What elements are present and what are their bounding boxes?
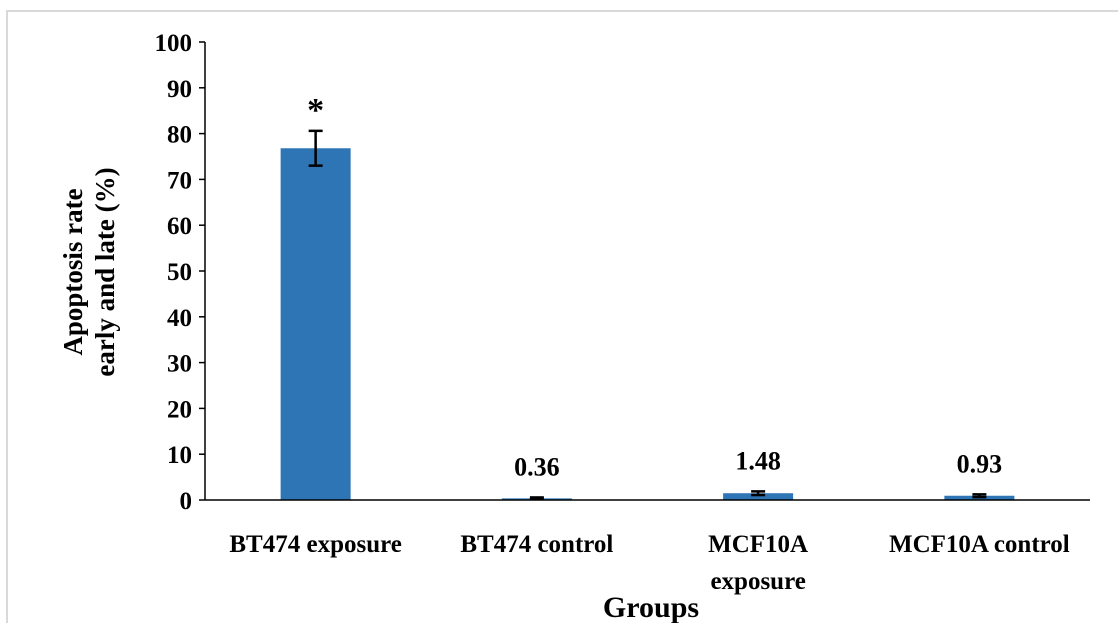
y-tick-label: 20: [167, 396, 192, 423]
y-tick-label: 50: [167, 259, 192, 286]
chart-frame: [6, 10, 1118, 623]
x-axis-categories: BT474 exposure BT474 control MCF10A exposur…: [229, 531, 1069, 595]
x-category-label: MCF10A control: [889, 531, 1070, 558]
y-tick-label: 40: [167, 305, 192, 332]
bars: * 0.36 1.48 0.93: [280, 92, 1015, 501]
data-label: 1.48: [735, 446, 781, 475]
x-category-label: BT474 exposure: [229, 531, 401, 558]
y-tick-label: 80: [167, 122, 192, 149]
y-tick-label: 0: [180, 488, 193, 515]
y-axis-ticks: 0 10 20 30 40 50 60 70 80 90 100: [155, 30, 205, 515]
y-tick-label: 100: [155, 30, 193, 57]
x-category-label: BT474 control: [460, 531, 613, 558]
y-tick-label: 70: [167, 167, 192, 194]
bar: [280, 148, 351, 501]
x-axis-label: Groups: [603, 591, 699, 623]
data-label: 0.93: [957, 449, 1003, 478]
y-axis-label-line-2: early and late (%): [90, 167, 120, 376]
y-tick-label: 90: [167, 76, 192, 103]
bar: [723, 493, 794, 500]
x-category-label: MCF10A: [708, 531, 808, 558]
significance-marker: *: [307, 92, 324, 129]
y-tick-label: 60: [167, 213, 192, 240]
y-tick-label: 30: [167, 351, 192, 378]
x-category-label: exposure: [710, 568, 805, 595]
y-tick-label: 10: [167, 442, 192, 469]
data-label: 0.36: [514, 452, 560, 481]
y-axis-label-line-1: Apoptosis rate: [58, 188, 88, 355]
